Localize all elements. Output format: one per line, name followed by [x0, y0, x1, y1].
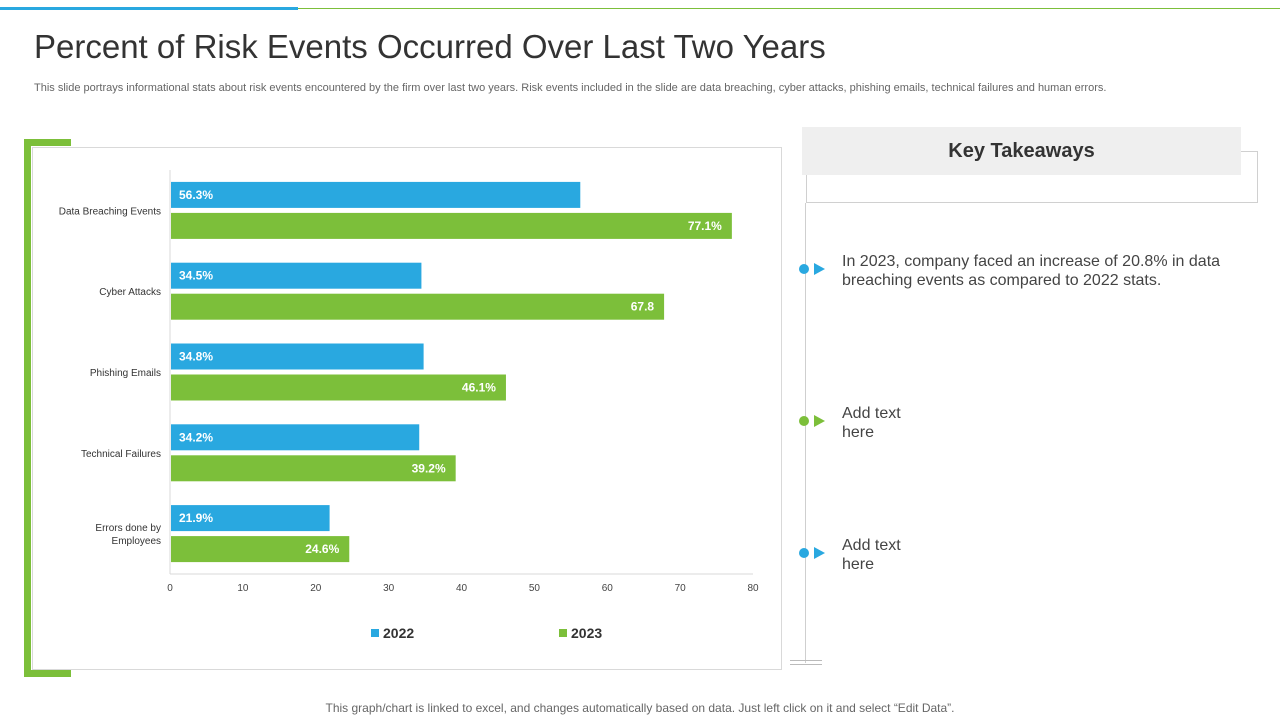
page-subtitle: This slide portrays informational stats … [34, 82, 1107, 94]
data-label: 46.1% [462, 381, 496, 395]
top-accent-green [298, 8, 1280, 9]
bar-2023 [171, 455, 456, 482]
takeaway-text-1: In 2023, company faced an increase of 20… [842, 253, 1221, 289]
x-tick-label: 40 [456, 583, 468, 594]
data-label: 77.1% [688, 219, 722, 233]
category-label: Cyber Attacks [99, 287, 161, 298]
legend-swatch-2022 [371, 629, 379, 637]
bar-2022 [171, 505, 330, 532]
bar-2022 [171, 424, 420, 451]
chart-container[interactable]: 0 10 20 30 40 50 60 70 80 Data Breaching Events 56… [32, 147, 782, 670]
key-takeaways-heading: Key Takeaways [802, 127, 1241, 175]
x-tick-label: 60 [602, 583, 614, 594]
bar-2022 [171, 181, 581, 208]
timeline-base-line [790, 664, 822, 665]
category-label: Errors done by [95, 523, 161, 534]
category-label: Technical Failures [81, 449, 161, 460]
data-label: 34.2% [179, 430, 213, 444]
bar-2023 [171, 212, 732, 239]
x-tick-label: 80 [747, 583, 759, 594]
chart-green-bracket [24, 139, 71, 677]
page-title: Percent of Risk Events Occurred Over Las… [34, 28, 826, 65]
takeaway-text-3: Add text here [842, 537, 901, 573]
data-label: 21.9% [179, 511, 213, 525]
x-tick-label: 70 [675, 583, 687, 594]
footer-note: This graph/chart is linked to excel, and… [325, 701, 955, 715]
data-label: 24.6% [305, 542, 339, 556]
category-label: Phishing Emails [90, 368, 161, 379]
legend-label: 2023 [571, 625, 602, 641]
x-tick-label: 50 [529, 583, 541, 594]
bullet-dot-icon [799, 416, 809, 426]
data-label: 34.8% [179, 350, 213, 364]
timeline-line [805, 203, 806, 663]
data-label: 34.5% [179, 269, 213, 283]
x-tick-label: 0 [167, 583, 173, 594]
bar-chart[interactable]: 0 10 20 30 40 50 60 70 80 Data Breaching Events 56… [33, 148, 783, 671]
bar-2022 [171, 262, 422, 289]
top-accent-blue [0, 7, 298, 10]
x-tick-label: 20 [310, 583, 322, 594]
data-label: 39.2% [412, 461, 446, 475]
bar-2023 [171, 536, 350, 563]
legend-swatch-2023 [559, 629, 567, 637]
legend-label: 2022 [383, 625, 414, 641]
bar-2023 [171, 374, 506, 401]
timeline-base-line [790, 660, 822, 661]
bullet-dot-icon [799, 548, 809, 558]
data-label: 67.8 [631, 300, 655, 314]
bullet-arrow-icon [814, 263, 825, 275]
bullet-dot-icon [799, 264, 809, 274]
x-tick-label: 30 [383, 583, 395, 594]
category-label: Employees [112, 536, 161, 547]
takeaway-text-2: Add text here [842, 405, 901, 441]
category-label: Data Breaching Events [59, 206, 161, 217]
x-tick-label: 10 [237, 583, 249, 594]
bar-2023 [171, 293, 665, 320]
data-label: 56.3% [179, 188, 213, 202]
bar-2022 [171, 343, 424, 370]
bullet-arrow-icon [814, 547, 825, 559]
bullet-arrow-icon [814, 415, 825, 427]
